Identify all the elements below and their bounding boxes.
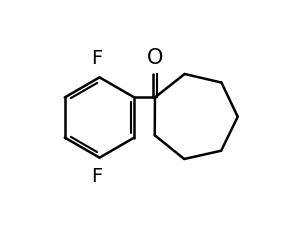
Text: O: O: [147, 48, 163, 68]
Text: F: F: [92, 167, 103, 186]
Text: F: F: [92, 49, 103, 68]
